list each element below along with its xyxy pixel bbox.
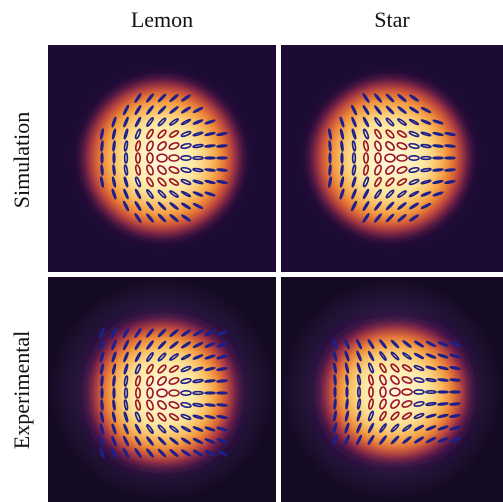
polarization-ellipse: [445, 169, 455, 172]
polarization-ellipse: [438, 391, 448, 393]
polarization-ellipse: [101, 388, 103, 398]
polarization-ellipse: [341, 153, 343, 163]
polarization-ellipse: [205, 157, 215, 159]
polarization-ellipse: [445, 145, 455, 148]
polarization-ellipse: [101, 165, 104, 175]
polarization-ellipse: [346, 387, 348, 397]
polarization-ellipse: [433, 157, 443, 159]
column-label: Star: [374, 7, 410, 32]
polarization-ellipse: [445, 157, 455, 159]
figure: Lemon Star Simulation Experimental: [0, 0, 503, 502]
polarization-ellipse: [334, 375, 337, 385]
panel: [48, 45, 276, 272]
panel: [281, 45, 503, 272]
polarization-ellipse: [450, 379, 460, 382]
polarization-ellipse: [217, 157, 227, 159]
polarization-ellipse: [217, 169, 227, 172]
polarization-ellipse: [113, 388, 115, 398]
polarization-ellipse: [101, 153, 103, 163]
polarization-ellipse: [205, 392, 215, 394]
polarization-ellipse: [101, 141, 104, 151]
polarization-ellipse: [329, 153, 331, 163]
polarization-ellipse: [101, 400, 104, 410]
polarization-ellipse: [334, 387, 336, 397]
row-label: Experimental: [9, 331, 34, 450]
polarization-ellipse: [217, 392, 227, 394]
polarization-ellipse: [334, 399, 337, 409]
polarization-ellipse: [217, 380, 227, 383]
column-label: Lemon: [131, 7, 193, 32]
polarization-ellipse: [329, 141, 332, 151]
polarization-ellipse: [329, 165, 332, 175]
panel: [48, 277, 276, 502]
panel: [281, 277, 503, 502]
polarization-ellipse: [450, 391, 460, 393]
polarization-ellipse: [217, 404, 227, 407]
row-label: Simulation: [9, 112, 34, 209]
polarization-ellipse: [450, 403, 460, 406]
polarization-ellipse: [217, 145, 227, 148]
polarization-ellipse: [113, 153, 115, 163]
polarization-ellipse: [101, 376, 104, 386]
